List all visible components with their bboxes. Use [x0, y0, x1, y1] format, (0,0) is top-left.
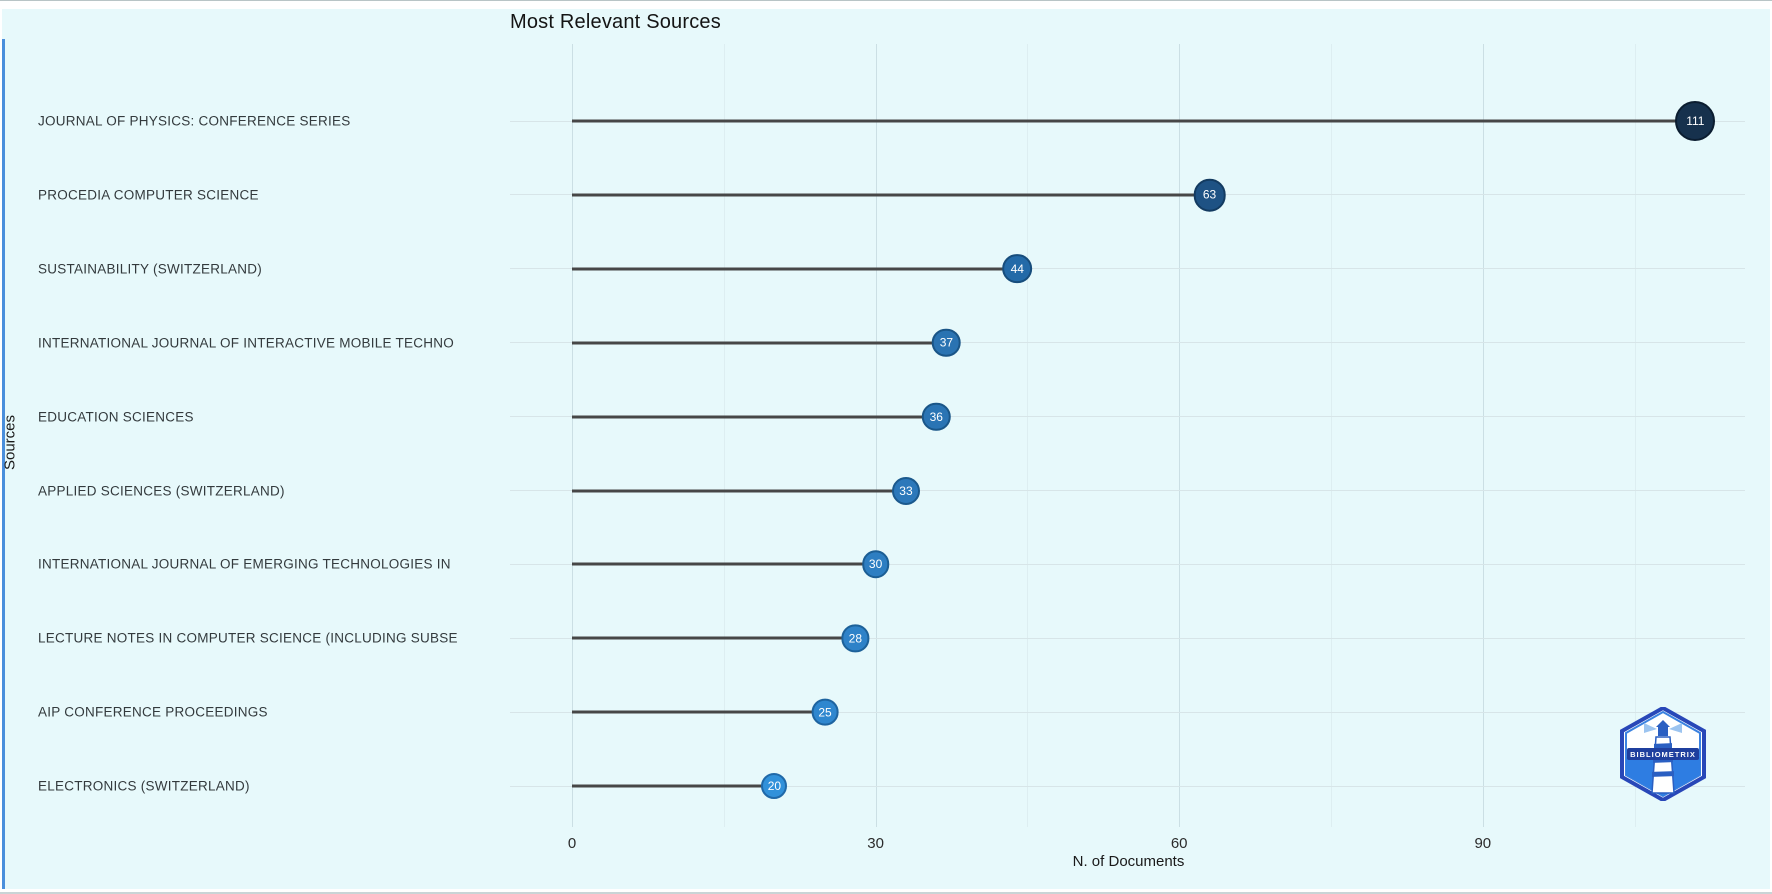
row-gridline: [510, 268, 1745, 270]
x-tick-label: 60: [1170, 835, 1188, 852]
category-label: APPLIED SCIENCES (SWITZERLAND): [38, 483, 285, 498]
row-gridline: [510, 342, 1745, 344]
gridline-minor: [1331, 44, 1332, 827]
lollipop-stem: [572, 710, 825, 714]
gridline-minor: [1027, 44, 1029, 827]
lollipop-stem: [572, 415, 937, 419]
row-gridline: [510, 563, 1745, 565]
x-tick-label: 30: [867, 835, 884, 852]
lollipop-dot: 111: [1675, 101, 1716, 141]
lollipop-stem: [572, 119, 1696, 123]
lollipop-dot: 44: [1002, 253, 1033, 284]
lollipop-dot: 20: [761, 773, 788, 800]
lollipop-stem: [572, 636, 856, 640]
category-label: SUSTAINABILITY (SWITZERLAND): [38, 261, 263, 277]
dot-value-label: 111: [1686, 114, 1705, 128]
row-gridline: [510, 785, 1745, 787]
category-label: INTERNATIONAL JOURNAL OF INTERACTIVE MOB…: [38, 335, 455, 351]
dot-value-label: 37: [939, 335, 954, 350]
lollipop-stem: [572, 267, 1018, 271]
row-gridline: [510, 416, 1745, 418]
lollipop-dot: 37: [932, 328, 961, 357]
lollipop-stem: [572, 193, 1210, 197]
category-label: AIP CONFERENCE PROCEEDINGS: [38, 704, 268, 720]
left-edge-accent: [2, 39, 5, 889]
lollipop-dot: 36: [922, 402, 951, 431]
dot-value-label: 33: [899, 483, 913, 498]
bibliometrix-logo: BIBLIOMETRIX: [1620, 707, 1706, 801]
category-label: INTERNATIONAL JOURNAL OF EMERGING TECHNO…: [38, 556, 451, 572]
gridline-major: [1482, 44, 1484, 827]
y-axis-title: Sources: [1, 414, 19, 471]
category-label: PROCEDIA COMPUTER SCIENCE: [38, 187, 259, 203]
category-label: JOURNAL OF PHYSICS: CONFERENCE SERIES: [38, 113, 351, 129]
row-gridline: [510, 637, 1745, 639]
plot-background: Most Relevant Sources Sources JOURNAL OF…: [2, 9, 1770, 889]
category-label: LECTURE NOTES IN COMPUTER SCIENCE (INCLU…: [38, 630, 458, 646]
lollipop-dot: 63: [1193, 178, 1226, 212]
gridline-major: [875, 44, 877, 827]
dot-value-label: 44: [1010, 261, 1024, 276]
lollipop-dot: 25: [811, 698, 839, 726]
dot-value-label: 25: [818, 705, 832, 720]
lollipop-stem: [572, 489, 906, 492]
gridline-minor: [723, 44, 725, 827]
row-gridline: [510, 490, 1745, 491]
logo-text: BIBLIOMETRIX: [1630, 750, 1696, 759]
lollipop-stem: [572, 784, 775, 788]
x-tick-label: 0: [567, 835, 577, 852]
x-tick-label: 90: [1474, 835, 1492, 852]
lollipop-stem: [572, 341, 947, 345]
dot-value-label: 28: [848, 631, 863, 646]
lollipop-stem: [572, 562, 876, 566]
lollipop-dot: 33: [891, 476, 920, 505]
category-label: ELECTRONICS (SWITZERLAND): [38, 778, 250, 794]
lollipop-dot: 28: [841, 624, 869, 652]
dot-value-label: 20: [767, 779, 782, 794]
chart-title: Most Relevant Sources: [510, 11, 721, 33]
row-gridline: [510, 711, 1745, 713]
lollipop-dot: 30: [861, 550, 890, 579]
gridline-minor: [1634, 44, 1636, 827]
dot-value-label: 30: [868, 557, 883, 572]
x-axis-title: N. of Documents: [1072, 853, 1185, 870]
dot-value-label: 63: [1202, 187, 1217, 202]
gridline-major: [572, 44, 573, 827]
dot-value-label: 36: [929, 409, 943, 424]
gridline-major: [1179, 44, 1181, 827]
category-label: EDUCATION SCIENCES: [38, 409, 194, 425]
